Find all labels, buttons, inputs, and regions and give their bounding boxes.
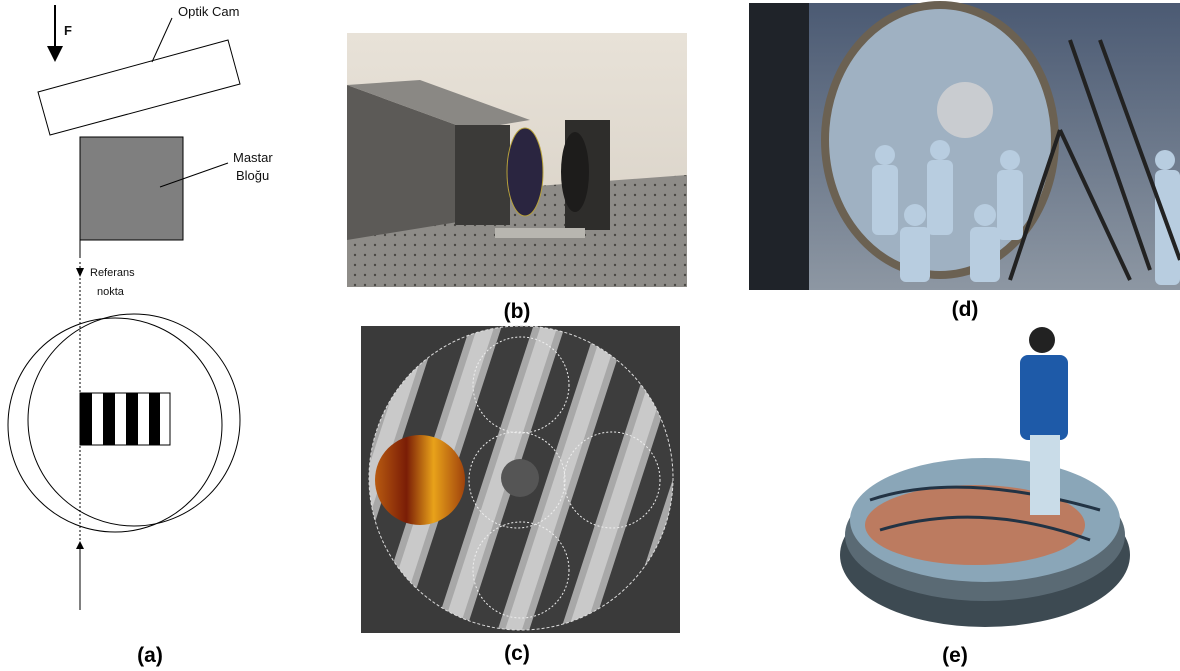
- diagram-a: F Optik Cam Mastar Bloğu Referans nokta …: [8, 4, 273, 667]
- photo-c: (c): [361, 326, 680, 665]
- fringe: [149, 393, 160, 445]
- leader-line: [152, 18, 172, 62]
- reference-label: Referans: [90, 267, 135, 279]
- panel-caption: (d): [952, 298, 979, 321]
- photo-b: (b): [347, 33, 687, 323]
- block-label: Bloğu: [236, 168, 269, 183]
- panel-caption: (a): [137, 644, 163, 667]
- glass-label: Optik Cam: [178, 4, 239, 19]
- figure: F Optik Cam Mastar Bloğu Referans nokta …: [0, 0, 1180, 671]
- photo-d: (d): [749, 3, 1180, 321]
- force-label: F: [64, 23, 72, 38]
- arrow-head: [76, 268, 84, 277]
- fringe: [103, 393, 115, 445]
- fringe: [80, 393, 92, 445]
- panel-caption: (e): [942, 644, 968, 667]
- reference-label: nokta: [97, 286, 125, 298]
- block-label: Mastar: [233, 150, 273, 165]
- optical-glass: [38, 40, 240, 135]
- panel-caption: (c): [504, 642, 530, 665]
- photo-e: (e): [840, 327, 1130, 667]
- fringe: [126, 393, 138, 445]
- gauge-block: [80, 137, 183, 240]
- panel-caption: (b): [504, 300, 531, 323]
